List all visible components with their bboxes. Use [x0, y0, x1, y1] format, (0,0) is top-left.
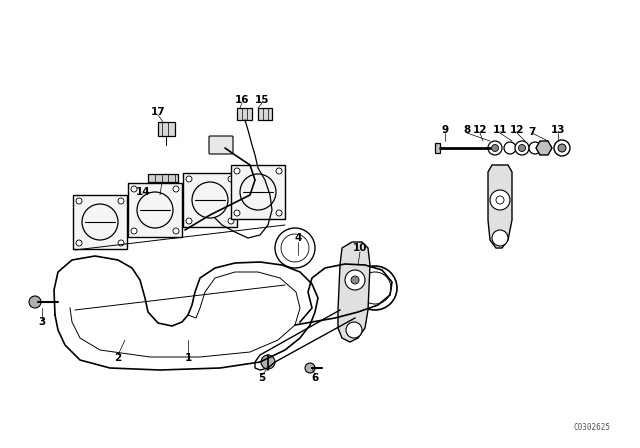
Text: C0302625: C0302625	[573, 423, 610, 432]
Polygon shape	[435, 143, 440, 153]
Circle shape	[131, 186, 137, 192]
Circle shape	[529, 142, 541, 154]
Polygon shape	[536, 141, 552, 155]
Circle shape	[76, 240, 82, 246]
Text: 1: 1	[184, 353, 191, 363]
Text: 12: 12	[473, 125, 487, 135]
Text: 3: 3	[38, 317, 45, 327]
Circle shape	[186, 176, 192, 182]
Circle shape	[490, 190, 510, 210]
Text: 9: 9	[442, 125, 449, 135]
Text: 10: 10	[353, 243, 367, 253]
Polygon shape	[158, 122, 175, 136]
Circle shape	[276, 168, 282, 174]
Text: 11: 11	[493, 125, 508, 135]
Text: 17: 17	[150, 107, 165, 117]
Circle shape	[234, 210, 240, 216]
Text: 8: 8	[463, 125, 470, 135]
Text: 14: 14	[136, 187, 150, 197]
Circle shape	[518, 145, 525, 151]
Circle shape	[351, 276, 359, 284]
Circle shape	[346, 322, 362, 338]
Text: 4: 4	[294, 233, 301, 243]
Circle shape	[173, 186, 179, 192]
Text: 13: 13	[551, 125, 565, 135]
Circle shape	[76, 198, 82, 204]
Circle shape	[131, 228, 137, 234]
Text: 15: 15	[255, 95, 269, 105]
Circle shape	[492, 230, 508, 246]
Text: 16: 16	[235, 95, 249, 105]
Polygon shape	[488, 165, 512, 248]
Polygon shape	[128, 183, 182, 237]
Circle shape	[276, 210, 282, 216]
Circle shape	[234, 168, 240, 174]
Circle shape	[118, 198, 124, 204]
Circle shape	[29, 296, 41, 308]
Circle shape	[228, 176, 234, 182]
Polygon shape	[73, 195, 127, 249]
Circle shape	[554, 140, 570, 156]
Circle shape	[345, 270, 365, 290]
Polygon shape	[338, 242, 370, 342]
Text: 2: 2	[115, 353, 122, 363]
Polygon shape	[237, 108, 252, 120]
Polygon shape	[183, 173, 237, 227]
Circle shape	[118, 240, 124, 246]
FancyBboxPatch shape	[209, 136, 233, 154]
Text: 6: 6	[312, 373, 319, 383]
Circle shape	[173, 228, 179, 234]
Polygon shape	[258, 108, 272, 120]
Circle shape	[492, 145, 499, 151]
Circle shape	[228, 218, 234, 224]
Polygon shape	[231, 165, 285, 219]
Circle shape	[515, 141, 529, 155]
Text: 12: 12	[509, 125, 524, 135]
Circle shape	[504, 142, 516, 154]
Circle shape	[261, 355, 275, 369]
Text: 7: 7	[528, 127, 536, 137]
Circle shape	[186, 218, 192, 224]
Circle shape	[558, 144, 566, 152]
Text: 5: 5	[259, 373, 266, 383]
Circle shape	[305, 363, 315, 373]
Circle shape	[488, 141, 502, 155]
Polygon shape	[148, 174, 178, 182]
